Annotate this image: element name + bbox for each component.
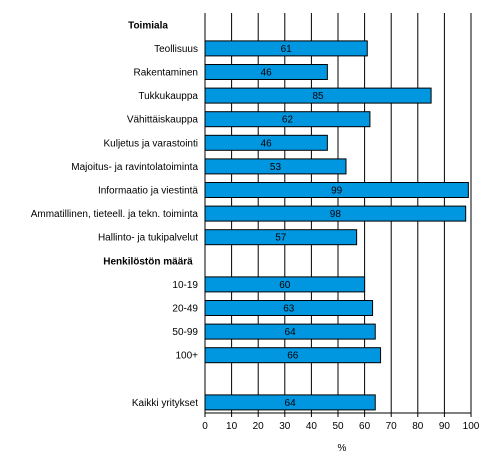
category-label: Informaatio ja viestintä [98, 186, 198, 197]
group-heading: Henkilöstön määrä [103, 256, 193, 267]
x-tick-label: 0 [202, 421, 208, 432]
x-tick-label: 80 [412, 421, 424, 432]
x-tick-label: 60 [359, 421, 371, 432]
category-label: 10-19 [172, 280, 198, 291]
data-label: 46 [261, 138, 273, 149]
group-heading: Toimiala [128, 20, 168, 31]
data-label: 64 [285, 327, 297, 338]
data-label: 62 [282, 115, 294, 126]
category-label: Ammatillinen, tieteell. ja tekn. toimint… [31, 209, 199, 220]
x-axis-label: % [338, 443, 347, 454]
x-tick-label: 40 [306, 421, 318, 432]
data-label: 85 [312, 91, 324, 102]
category-label: Teollisuus [154, 44, 198, 55]
category-label: Kaikki yritykset [132, 398, 198, 409]
x-tick-label: 70 [386, 421, 398, 432]
category-label: 20-49 [172, 304, 198, 315]
x-axis: 0 10 20 30 40 50 60 70 80 90 100 [202, 13, 480, 432]
data-label: 53 [270, 162, 282, 173]
category-label: Kuljetus ja varastointi [104, 138, 199, 149]
data-label: 61 [281, 44, 293, 55]
data-label: 64 [285, 398, 297, 409]
data-label: 98 [330, 209, 342, 220]
data-label: 57 [275, 233, 287, 244]
category-label: 50-99 [172, 327, 198, 338]
x-tick-label: 50 [332, 421, 344, 432]
x-tick-label: 20 [253, 421, 265, 432]
x-tick-label: 10 [226, 421, 238, 432]
data-label: 66 [287, 351, 299, 362]
category-label: Tukkukauppa [138, 91, 198, 102]
data-label: 99 [331, 186, 343, 197]
category-label: Rakentaminen [134, 68, 198, 79]
x-tick-label: 100 [463, 421, 480, 432]
category-label: 100+ [175, 351, 198, 362]
category-label: Majoitus- ja ravintolatoiminta [71, 162, 198, 173]
category-labels: Toimiala Teollisuus Rakentaminen Tukkukaupp… [31, 20, 199, 409]
category-label: Vähittäiskauppa [127, 115, 199, 126]
x-tick-label: 90 [439, 421, 451, 432]
data-label: 63 [283, 304, 295, 315]
x-tick-label: 30 [279, 421, 291, 432]
data-label: 60 [279, 280, 291, 291]
category-label: Hallinto- ja tukipalvelut [98, 233, 198, 244]
bars: 61 46 85 62 46 53 99 98 57 60 63 64 66 64 [204, 40, 469, 411]
data-label: 46 [261, 68, 273, 79]
